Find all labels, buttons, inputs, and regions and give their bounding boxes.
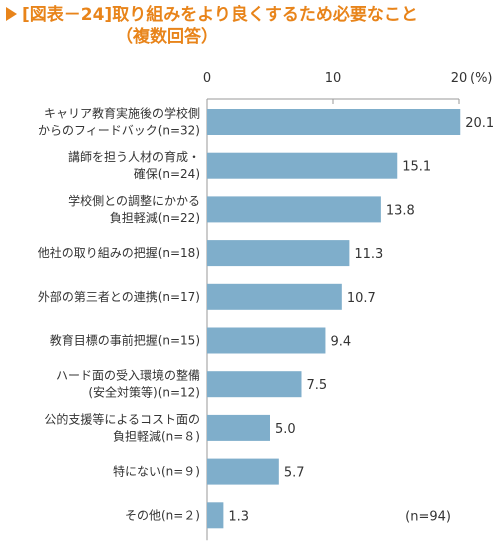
- category-label: 特にない(n=９): [113, 464, 200, 479]
- category-label: 学校側との調整にかかる: [68, 193, 200, 208]
- category-label: 確保(n=24): [134, 166, 200, 181]
- bar: [207, 414, 270, 441]
- bar: [207, 152, 398, 179]
- category-label: 外部の第三者との連携(n=17): [38, 289, 200, 304]
- category-label: 公的支援等によるコスト面の: [44, 411, 200, 426]
- title-text-1: [図表－24]取り組みをより良くするため必要なこと: [22, 5, 418, 25]
- bar: [207, 458, 279, 485]
- category-label: その他(n=２): [125, 508, 200, 522]
- x-tick-label: 20: [451, 71, 468, 86]
- bar: [207, 196, 381, 223]
- title-line-1: [図表－24]取り組みをより良くするため必要なこと: [6, 4, 496, 26]
- title-line-2: （複数回答）: [116, 27, 218, 47]
- category-label: 負担軽減(n=22): [110, 210, 200, 225]
- bar: [207, 502, 224, 529]
- category-label: (安全対策等)(n=12): [88, 385, 200, 400]
- data-label: 7.5: [307, 378, 328, 393]
- bar: [207, 109, 461, 135]
- data-label: 15.1: [402, 160, 431, 175]
- sample-size-annotation: (n=94): [405, 509, 451, 524]
- chart-title: [図表－24]取り組みをより良くするため必要なこと （複数回答）: [6, 4, 496, 48]
- data-label: 20.1: [465, 116, 494, 131]
- bar: [207, 371, 302, 398]
- category-label: 教育目標の事前把握(n=15): [50, 333, 200, 348]
- category-label: 講師を担う人材の育成・: [68, 149, 200, 164]
- category-label: ハード面の受入環境の整備: [56, 368, 200, 383]
- data-label: 1.3: [228, 509, 249, 524]
- category-label: 負担軽減(n=８): [113, 428, 200, 443]
- triangle-marker-icon: [6, 7, 17, 21]
- data-label: 5.0: [275, 422, 296, 437]
- bar: [207, 240, 350, 267]
- x-unit-label: (%): [470, 71, 493, 86]
- data-label: 9.4: [330, 335, 351, 350]
- bar: [207, 327, 326, 354]
- x-tick-label: 10: [325, 71, 342, 86]
- data-label: 13.8: [386, 203, 415, 218]
- data-label: 5.7: [284, 466, 305, 481]
- category-label: 他社の取り組みの把握(n=18): [38, 245, 200, 260]
- data-label: 11.3: [354, 247, 383, 262]
- category-label: からのフィードバック(n=32): [38, 124, 200, 138]
- category-label: キャリア教育実施後の学校側: [44, 106, 200, 121]
- x-tick-label: 0: [203, 71, 211, 86]
- bar: [207, 283, 342, 310]
- data-label: 10.7: [347, 291, 376, 306]
